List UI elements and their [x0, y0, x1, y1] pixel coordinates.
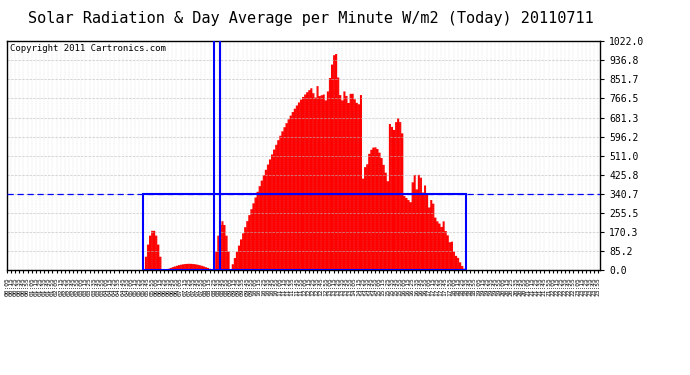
- Bar: [144, 194, 466, 270]
- Text: Solar Radiation & Day Average per Minute W/m2 (Today) 20110711: Solar Radiation & Day Average per Minute…: [28, 11, 593, 26]
- Text: Copyright 2011 Cartronics.com: Copyright 2011 Cartronics.com: [10, 44, 166, 52]
